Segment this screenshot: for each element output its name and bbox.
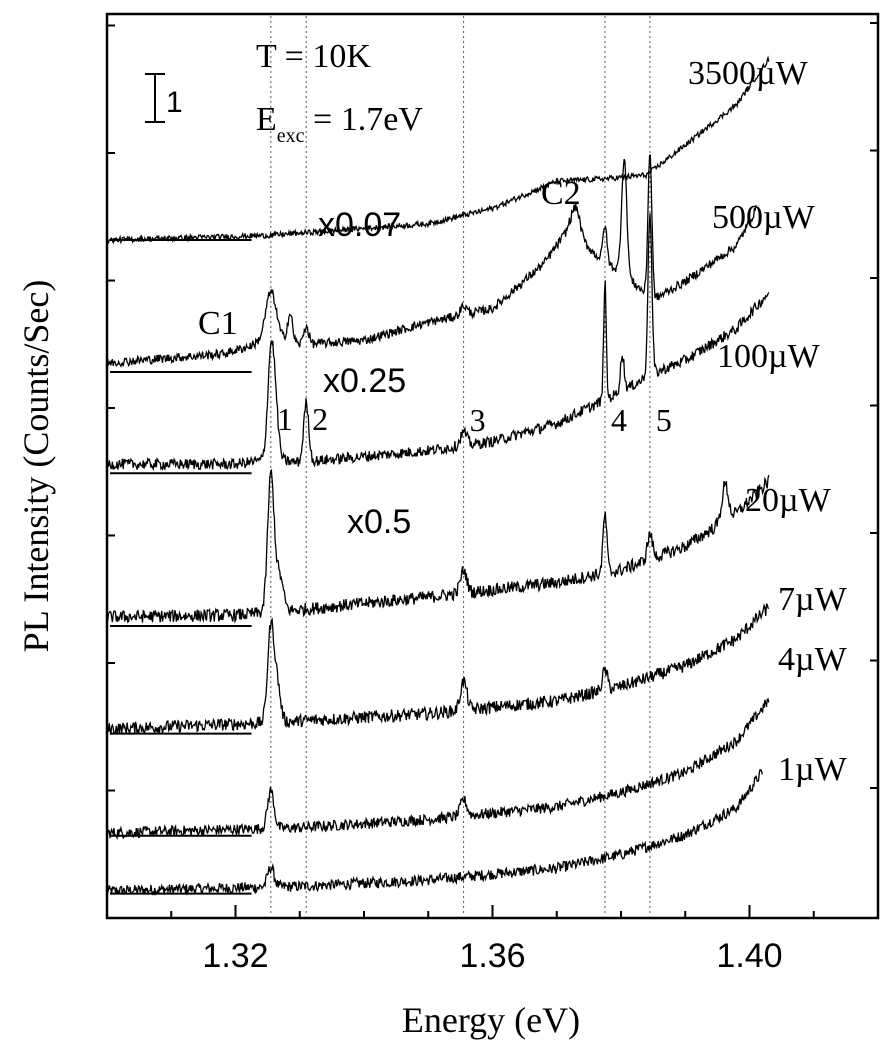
series-line-3500w [106, 55, 770, 245]
series-line-500w [106, 154, 757, 368]
excitation-label: Eexc = 1.7eV [256, 101, 423, 147]
scale-factor-x05: x0.5 [347, 503, 411, 541]
series-line-1w [106, 769, 763, 896]
spectra-series [106, 55, 770, 896]
y-axis-ticks [107, 22, 878, 919]
c1-label: C1 [198, 305, 238, 342]
series-label: 7µW [778, 581, 848, 618]
series-label: 3500µW [688, 55, 809, 92]
series-label: 1µW [778, 751, 848, 788]
reference-lines [270, 16, 651, 916]
excitation-sub: exc [277, 125, 305, 147]
series-label: 4µW [778, 641, 848, 678]
excitation-prefix: E [256, 101, 277, 138]
reference-line-label-1: 1 [277, 401, 293, 437]
x-tick-label: 1.32 [202, 937, 268, 975]
scale-bar-label: 1 [166, 86, 183, 119]
reference-line-label-2: 2 [312, 401, 328, 437]
series-line-7w [106, 603, 770, 736]
series-line-4w [106, 697, 770, 841]
scale-factor-x025: x0.25 [323, 362, 406, 400]
reference-line-label-3: 3 [470, 402, 486, 438]
y-axis-title: PL Intensity (Counts/Sec) [16, 280, 56, 653]
x-axis-ticks: 1.32 1.36 1.40 [106, 905, 879, 975]
x-axis-title: Energy (eV) [402, 1000, 580, 1040]
excitation-suffix: = 1.7eV [305, 101, 424, 138]
series-line-100w [106, 213, 770, 472]
series-label: 500µW [712, 199, 816, 236]
x-tick-label: 1.36 [459, 937, 525, 975]
reference-line-label-5: 5 [656, 402, 672, 438]
series-labels: 3500µW 500µW 100µW 20µW 7µW 4µW 1µW [688, 55, 848, 788]
reference-line-label-4: 4 [611, 402, 627, 438]
scale-factor-x007: x0.07 [318, 206, 401, 244]
series-label: 100µW [717, 338, 821, 375]
x-tick-label: 1.40 [716, 937, 782, 975]
scale-bar [145, 73, 165, 123]
series-label: 20µW [745, 482, 832, 519]
series-line-20w [106, 469, 770, 624]
temperature-label: T = 10K [256, 38, 371, 75]
